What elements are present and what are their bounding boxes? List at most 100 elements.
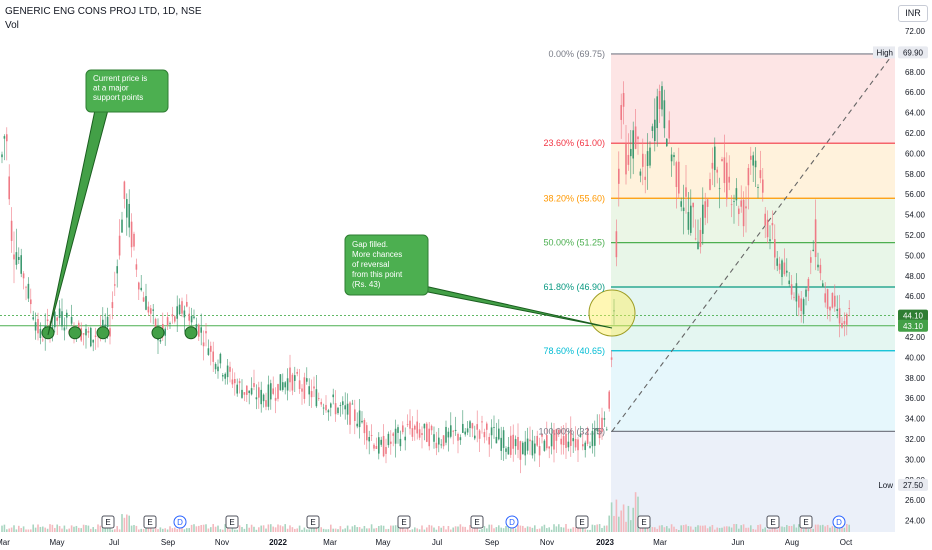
candle-body (58, 308, 61, 319)
earnings-marker-label: E (579, 518, 584, 527)
volume-bar (594, 525, 596, 532)
candle-body (565, 433, 567, 448)
x-tick-label: Oct (840, 538, 853, 547)
volume-bar (673, 526, 675, 532)
candle-body (334, 403, 337, 415)
candle-body (637, 136, 639, 140)
volume-bar (214, 526, 217, 532)
candle-body (735, 188, 738, 201)
volume-bar (812, 528, 814, 532)
candle-body (423, 423, 426, 429)
volume-bar (495, 527, 498, 532)
volume-bar (572, 527, 574, 532)
candle-body (265, 400, 267, 407)
volume-bar (663, 527, 666, 532)
volume-bar (392, 525, 394, 532)
callout-text: at a major (93, 84, 129, 93)
volume-bar (171, 528, 174, 532)
volume-bar (116, 526, 118, 532)
volume-bar (361, 528, 363, 532)
candle-body (798, 295, 800, 308)
currency-button[interactable]: INR (898, 5, 928, 22)
candle-body (438, 437, 440, 445)
candle-body (325, 404, 327, 411)
volume-bar (574, 527, 577, 532)
volume-bar (378, 526, 380, 532)
volume-bar (126, 514, 128, 532)
volume-bar (236, 529, 238, 532)
candle-body (759, 170, 762, 179)
high-tag-bg (873, 46, 895, 59)
volume-bar (661, 525, 663, 532)
volume-bar (267, 524, 270, 532)
volume-bar (481, 528, 483, 532)
candle-body (351, 403, 354, 405)
candle-body (745, 206, 747, 209)
candle-body (226, 365, 229, 378)
volume-bar (138, 529, 140, 532)
volume-bar (706, 528, 709, 532)
volume-bar (349, 529, 351, 532)
candle-body (670, 154, 673, 162)
x-tick-label: Sep (161, 538, 176, 547)
candle-body (750, 155, 752, 160)
candle-body (332, 394, 334, 398)
volume-bar (819, 525, 822, 532)
candle-body (342, 401, 344, 405)
volume-bar (80, 528, 82, 532)
volume-bar (226, 525, 229, 532)
candle-body (726, 162, 728, 200)
volume-bar (502, 528, 505, 532)
candle-body (229, 366, 231, 372)
candle-body (138, 282, 140, 290)
volume-bar (536, 529, 538, 532)
candle-body (298, 380, 301, 389)
volume-bar (195, 526, 198, 532)
fib-level-label: 0.00% (69.75) (548, 49, 605, 59)
earnings-marker (143, 515, 157, 529)
candle-body (627, 154, 630, 165)
volume-bar (32, 524, 34, 532)
volume-bar (632, 507, 634, 532)
volume-bar (490, 524, 493, 532)
candle-body (246, 385, 248, 395)
candle-body (822, 283, 824, 288)
candle-body (692, 202, 694, 208)
volume-bar (788, 526, 790, 532)
volume-bar (18, 525, 20, 532)
earnings-marker (799, 515, 813, 529)
volume-bar (13, 525, 15, 532)
volume-bar (298, 525, 301, 532)
volume-bar (457, 526, 459, 532)
volume-bar (846, 524, 848, 532)
candle-body (507, 446, 510, 455)
volume-bar (618, 516, 620, 532)
candle-body (322, 407, 325, 409)
volume-bar (399, 525, 402, 532)
volume-bar (270, 524, 272, 532)
candle-body (526, 438, 529, 451)
x-tick-label: Jun (732, 538, 745, 547)
candle-body (25, 286, 27, 288)
volume-bar (25, 529, 27, 532)
volume-bar (541, 526, 543, 532)
candle-body (145, 296, 147, 310)
volume-bar (262, 525, 265, 532)
volume-bar (627, 505, 630, 532)
candle-body (85, 328, 87, 336)
volume-bar (250, 524, 253, 532)
volume-bar (363, 525, 366, 532)
volume-bar (130, 525, 133, 532)
candle-body (661, 86, 663, 110)
volume-bar (694, 526, 697, 532)
x-tick-label: 2023 (596, 538, 614, 547)
candle-body (771, 223, 774, 226)
candle-body (476, 424, 478, 430)
volume-bar (762, 528, 764, 532)
candle-body (94, 335, 97, 337)
volume-bar (428, 524, 430, 532)
fib-band (611, 242, 895, 288)
candle-body (123, 181, 126, 199)
callout-text: Gap filled. (352, 240, 388, 249)
